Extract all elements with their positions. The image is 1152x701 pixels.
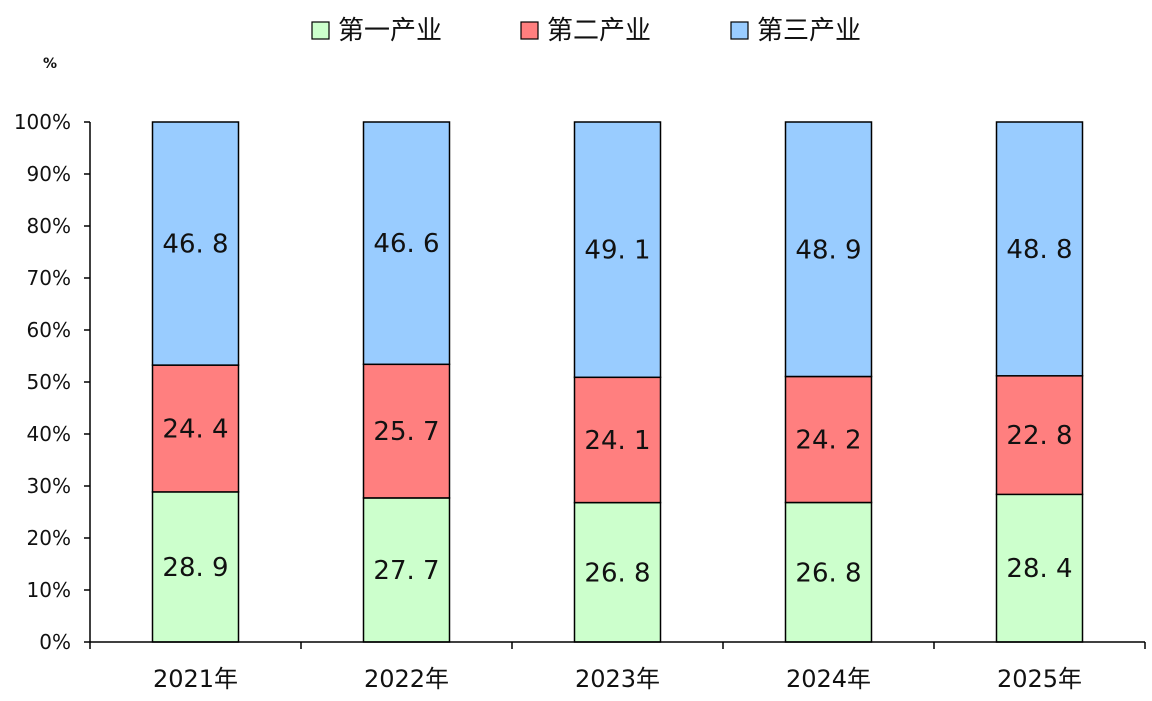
x-category-label: 2021年 [153,665,238,693]
data-label: 46. 6 [373,229,439,259]
legend-swatch [311,21,330,40]
y-tick-label: 80% [27,214,71,238]
bar-segment [151,364,240,493]
y-tick-label: 40% [27,422,71,446]
legend-label: 第三产业 [757,16,861,46]
y-tick-label: 0% [39,630,71,654]
bar-segment [362,497,451,643]
data-label: 48. 9 [795,235,861,265]
bar-segment [151,121,240,366]
data-label: 22. 8 [1006,421,1072,451]
y-tick-label: 50% [27,370,71,394]
bar-segment [573,376,662,504]
bar-segment [362,363,451,499]
y-tick-label: 10% [27,578,71,602]
data-label: 46. 8 [162,230,228,260]
data-label: 28. 9 [162,553,228,583]
y-tick-label: 90% [27,162,71,186]
data-label: 26. 8 [795,558,861,588]
x-category-label: 2022年 [364,665,449,693]
data-label: 24. 2 [795,426,861,456]
y-tick-label: 60% [27,318,71,342]
y-unit-label: % [43,56,57,72]
bar-segment [784,501,873,643]
y-tick-label: 70% [27,266,71,290]
legend-label: 第二产业 [547,16,651,46]
legend-swatch [730,21,749,40]
legend: 第一产业 第二产业 第三产业 [311,16,861,46]
data-label: 27. 7 [373,556,439,586]
bar-segment [784,375,873,504]
data-label: 25. 7 [373,417,439,447]
legend-label: 第一产业 [338,16,442,46]
y-tick-label: 20% [27,526,71,550]
data-label: 49. 1 [584,236,650,266]
data-label: 24. 1 [584,426,650,456]
bar-segment [784,121,873,378]
bar-segment [573,121,662,379]
x-category-label: 2023年 [575,665,660,693]
axes-group: 0% 10% 20% 30% 40% 50% 60% 70% 80% 90% 100% 2021年 20… [14,110,1146,693]
x-category-label: 2025年 [997,665,1082,693]
bar-segment [362,121,451,366]
bars-group: 28. 9 24. 4 46. 8 27. 7 25. 7 46. 6 26. 8 24. 1… [151,121,1084,643]
data-label: 26. 8 [584,558,650,588]
x-category-label: 2024年 [786,665,871,693]
y-tick-label: 100% [14,110,71,134]
data-label: 48. 8 [1006,235,1072,265]
y-tick-label: 30% [27,474,71,498]
bar-segment [151,491,240,643]
data-label: 28. 4 [1006,554,1072,584]
bar-segment [995,493,1084,643]
bar-segment [995,121,1084,377]
legend-swatch [520,21,539,40]
data-label: 24. 4 [162,415,228,445]
